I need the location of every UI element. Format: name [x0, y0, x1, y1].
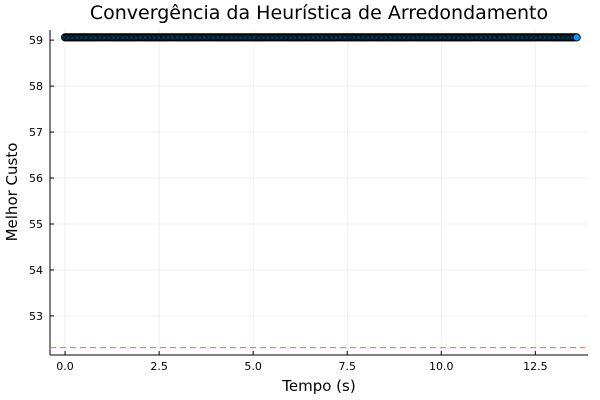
x-tick-label: 0.0	[56, 360, 74, 373]
x-tick-label: 7.5	[338, 360, 356, 373]
y-axis-label: Melhor Custo	[3, 143, 21, 242]
x-tick-label: 10.0	[429, 360, 454, 373]
y-tick-label: 56	[29, 172, 43, 185]
y-tick-label: 53	[29, 310, 43, 323]
data-point	[572, 33, 581, 42]
y-tick-label: 55	[29, 218, 43, 231]
x-tick-label: 2.5	[150, 360, 168, 373]
x-tick-label: 5.0	[244, 360, 262, 373]
x-axis-label: Tempo (s)	[281, 377, 355, 395]
chart-title: Convergência da Heurística de Arredondam…	[90, 2, 548, 24]
axis-ticks: 0.0 2.5 5.0 7.5 10.0 12.5 53 54 55 56 57 58 59	[29, 34, 548, 373]
y-tick-label: 58	[29, 80, 43, 93]
y-tick-label: 59	[29, 34, 43, 47]
y-tick-label: 57	[29, 126, 43, 139]
x-tick-label: 12.5	[523, 360, 548, 373]
series-layer	[50, 33, 585, 349]
grid-lines	[50, 30, 588, 355]
y-tick-label: 54	[29, 264, 43, 277]
